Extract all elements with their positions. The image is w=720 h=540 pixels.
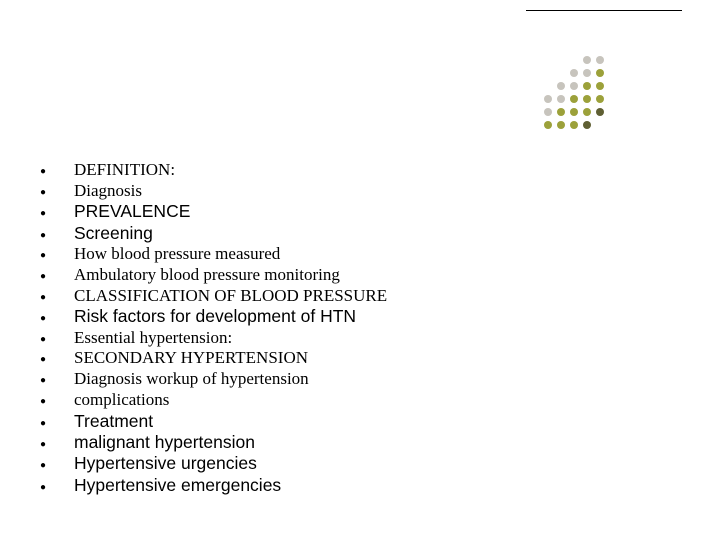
list-item-text: Risk factors for development of HTN [74, 306, 356, 327]
list-item-text: Hypertensive urgencies [74, 453, 257, 474]
list-item-text: Essential hypertension: [74, 328, 232, 349]
list-item-text: CLASSIFICATION OF BLOOD PRESSURE [74, 286, 387, 307]
bullet-icon: ● [40, 166, 74, 178]
grid-dot [557, 95, 565, 103]
bullet-icon: ● [40, 460, 74, 472]
corner-dot-grid [544, 56, 662, 146]
list-item-text: Ambulatory blood pressure monitoring [74, 265, 340, 286]
list-item-text: Hypertensive emergencies [74, 475, 281, 496]
list-item: ●Screening [40, 223, 680, 244]
grid-dot [570, 69, 578, 77]
bullet-icon: ● [40, 439, 74, 451]
bullet-icon: ● [40, 292, 74, 304]
list-item: ●DEFINITION: [40, 160, 680, 181]
title-underline [526, 10, 682, 11]
bullet-icon: ● [40, 208, 74, 220]
grid-dot [557, 121, 565, 129]
slide: ●DEFINITION:●Diagnosis● PREVALENCE●Scree… [0, 0, 720, 540]
list-item: ●Diagnosis [40, 181, 680, 202]
list-item-text: complications [74, 390, 169, 411]
grid-dot [544, 108, 552, 116]
grid-dot [544, 121, 552, 129]
list-item: ●Hypertensive emergencies [40, 475, 680, 496]
list-item: ●Risk factors for development of HTN [40, 306, 680, 327]
grid-dot [596, 56, 604, 64]
bullet-icon: ● [40, 271, 74, 283]
grid-dot [596, 82, 604, 90]
bullet-icon: ● [40, 482, 74, 494]
list-item-text: Treatment [74, 411, 153, 432]
bullet-icon: ● [40, 334, 74, 346]
bullet-icon: ● [40, 313, 74, 325]
list-item: ● PREVALENCE [40, 201, 680, 222]
bullet-icon: ● [40, 396, 74, 408]
bullet-list: ●DEFINITION:●Diagnosis● PREVALENCE●Scree… [40, 160, 680, 496]
grid-dot [557, 82, 565, 90]
list-item-text: PREVALENCE [74, 201, 190, 222]
list-item-text: SECONDARY HYPERTENSION [74, 348, 308, 369]
list-item-text: How blood pressure measured [74, 244, 280, 265]
grid-dot [583, 108, 591, 116]
bullet-icon: ● [40, 230, 74, 242]
list-item: ●malignant hypertension [40, 432, 680, 453]
grid-dot [596, 69, 604, 77]
list-item-text: DEFINITION: [74, 160, 175, 181]
grid-dot [596, 95, 604, 103]
list-item: ●Ambulatory blood pressure monitoring [40, 265, 680, 286]
list-item: ●Hypertensive urgencies [40, 453, 680, 474]
grid-dot [596, 108, 604, 116]
grid-dot [570, 82, 578, 90]
list-item: ●Treatment [40, 411, 680, 432]
bullet-icon: ● [40, 187, 74, 199]
list-item: ●Essential hypertension: [40, 328, 680, 349]
list-item: ●CLASSIFICATION OF BLOOD PRESSURE [40, 286, 680, 307]
bullet-icon: ● [40, 354, 74, 366]
list-item: ●SECONDARY HYPERTENSION [40, 348, 680, 369]
grid-dot [583, 121, 591, 129]
list-item-text: malignant hypertension [74, 432, 255, 453]
list-item: ●Diagnosis workup of hypertension [40, 369, 680, 390]
list-item-text: Diagnosis [74, 181, 142, 202]
grid-dot [583, 82, 591, 90]
grid-dot [570, 108, 578, 116]
bullet-icon: ● [40, 375, 74, 387]
grid-dot [557, 108, 565, 116]
grid-dot [544, 95, 552, 103]
grid-dot [583, 56, 591, 64]
list-item: ●complications [40, 390, 680, 411]
bullet-icon: ● [40, 418, 74, 430]
grid-dot [583, 69, 591, 77]
list-item: ●How blood pressure measured [40, 244, 680, 265]
list-item-text: Screening [74, 223, 153, 244]
list-item-text: Diagnosis workup of hypertension [74, 369, 309, 390]
bullet-icon: ● [40, 250, 74, 262]
grid-dot [570, 121, 578, 129]
grid-dot [583, 95, 591, 103]
grid-dot [570, 95, 578, 103]
